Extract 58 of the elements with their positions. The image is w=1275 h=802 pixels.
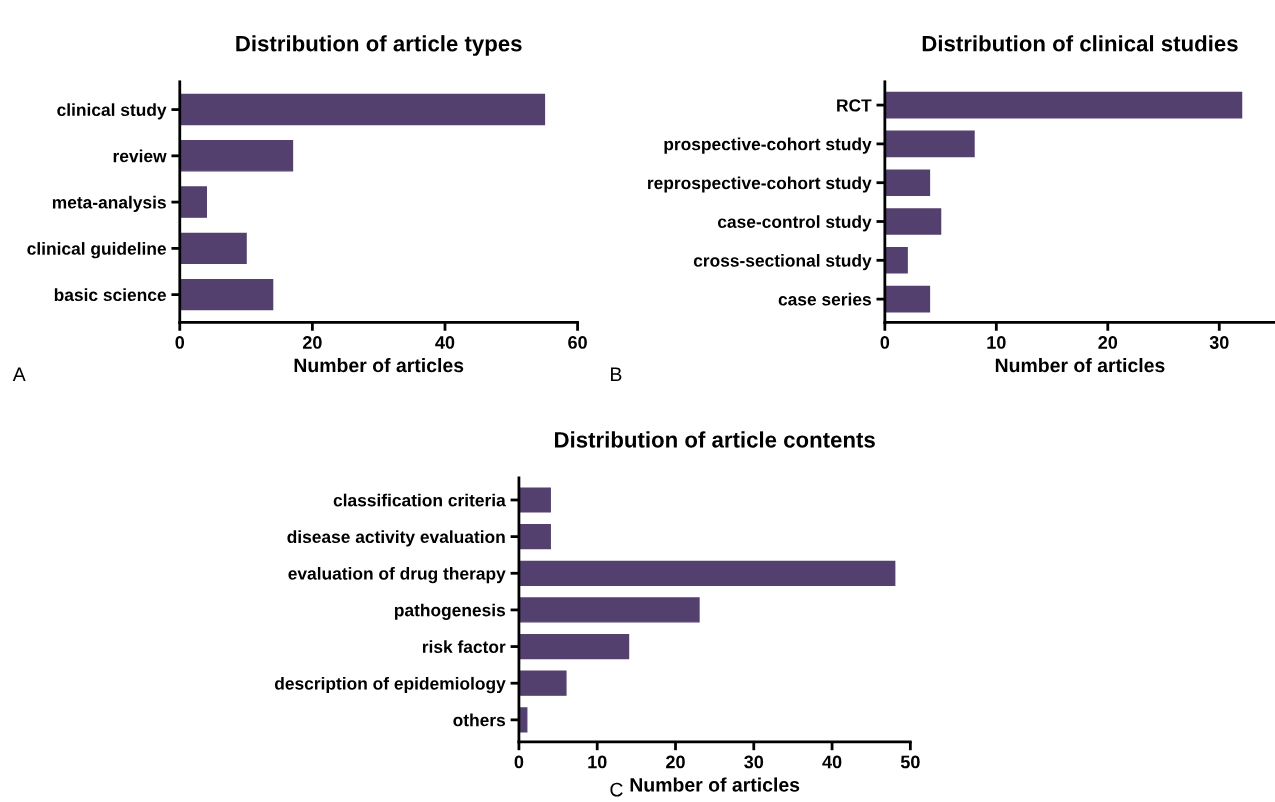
bar [179,140,294,172]
y-tick-label: risk factor [422,640,506,654]
bar [518,597,700,623]
x-tick-label: 10 [987,336,1006,349]
bar [179,278,274,311]
chart-title: Distribution of clinical studies [922,35,1238,52]
y-tick-label: clinical guideline [27,242,166,259]
text: A [12,367,26,381]
bar [179,186,207,218]
bar [884,169,931,197]
y-tick-label: case-control study [717,215,872,232]
y-tick-label: classification criteria [333,493,506,507]
x-tick-label: 20 [1098,336,1118,349]
y-tick-label: reprospective-cohort study [648,176,872,193]
x-tick-label: 0 [514,755,524,769]
bar [884,285,931,313]
x-tick-label: 30 [744,755,764,769]
bar [884,91,1243,119]
x-tick-label: 0 [175,336,185,349]
bar [518,560,896,586]
y-tick-label: evaluation of drug therapy [288,566,506,584]
x-axis-title: Number of articles [995,357,1165,373]
x-axis-title: Number of articles [630,777,800,792]
x-tick-label: 10 [588,755,607,769]
y-tick-label: others [453,713,506,727]
text: C [610,782,623,797]
y-tick-label: meta-analysis [52,195,166,212]
y-tick-label: review [113,149,167,163]
y-tick-label: disease activity evaluation [287,530,505,547]
bar [518,670,567,696]
bar [884,247,908,274]
x-tick-label: 60 [568,336,587,349]
text: B [611,367,622,381]
x-tick-label: 40 [822,755,842,769]
bar [884,208,942,235]
bar [179,232,247,265]
x-tick-label: 30 [1209,336,1229,349]
y-tick-label: RCT [837,99,872,112]
bar [518,487,551,513]
y-tick-label: case series [778,292,871,306]
bar [518,633,630,660]
bar [179,93,546,126]
y-tick-label: clinical study [57,103,167,120]
y-tick-label: cross-sectional study [693,254,872,271]
x-tick-label: 20 [666,755,685,769]
bar [518,524,551,550]
y-tick-label: prospective-cohort study [664,137,872,154]
x-tick-label: 40 [435,336,455,349]
chart-title: Distribution of article types [236,35,522,56]
x-tick-label: 20 [302,336,322,349]
y-tick-label: description of epidemiology [274,676,506,694]
x-tick-label: 50 [900,755,920,769]
x-axis-title: Number of articles [294,357,464,373]
bar [884,130,975,158]
y-tick-label: basic science [54,288,166,302]
x-tick-label: 0 [880,336,890,349]
y-tick-label: pathogenesis [394,603,506,620]
chart-title: Distribution of article contents [555,431,875,448]
